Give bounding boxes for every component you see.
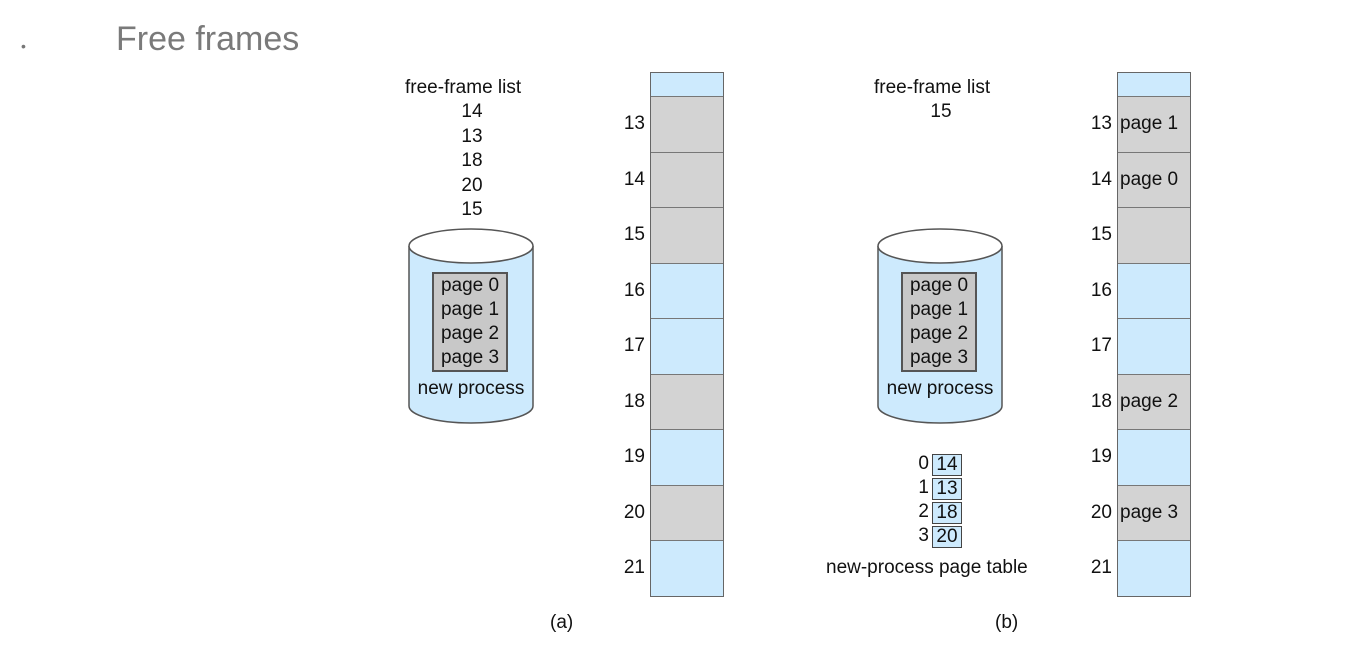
frame-number: 14 bbox=[623, 168, 645, 190]
new-process-disk: page 0 page 1 page 2 page 3 new process bbox=[877, 228, 1003, 424]
list-item: 15 bbox=[461, 199, 483, 220]
frame-number: 21 bbox=[623, 557, 645, 578]
frame-content: page 2 bbox=[1120, 390, 1179, 412]
frame-number: 19 bbox=[623, 446, 645, 467]
page-table-frame: 14 bbox=[932, 454, 962, 476]
list-item: 13 bbox=[461, 125, 483, 147]
list-item: page 2 bbox=[440, 323, 500, 344]
memory-frame: 13 page 1 bbox=[1091, 96, 1190, 152]
frame-number: 18 bbox=[1090, 390, 1112, 412]
page-table-label: new-process page table bbox=[826, 557, 1028, 578]
frame-number: 15 bbox=[623, 224, 645, 245]
list-item: page 3 bbox=[909, 347, 969, 368]
list-item: page 2 bbox=[909, 323, 969, 344]
memory-frame: 15 bbox=[1091, 207, 1190, 263]
memory-frame: 20 bbox=[624, 484, 723, 540]
frame-number: 13 bbox=[1090, 113, 1112, 134]
memory-frame: 20 page 3 bbox=[1091, 484, 1190, 540]
list-item: page 1 bbox=[909, 299, 969, 320]
list-item: page 3 bbox=[440, 347, 500, 368]
page-table-frame: 13 bbox=[932, 478, 962, 500]
memory-frame: 18 page 2 bbox=[1091, 373, 1190, 429]
memory-frame: 13 bbox=[624, 96, 723, 152]
frame-number: 13 bbox=[623, 113, 645, 134]
frame-number: 20 bbox=[1090, 501, 1112, 523]
memory-frame: 21 bbox=[1091, 540, 1190, 596]
frame-number: 14 bbox=[1090, 168, 1112, 190]
list-item: page 0 bbox=[909, 275, 969, 296]
slide-title: Free frames bbox=[116, 20, 300, 58]
frame-content: page 0 bbox=[1120, 168, 1179, 190]
list-item: page 0 bbox=[440, 275, 500, 296]
frame-number: 20 bbox=[623, 501, 645, 523]
list-item: page 1 bbox=[440, 299, 500, 320]
new-process-disk: page 0 page 1 page 2 page 3 new process bbox=[408, 228, 534, 424]
list-item: 18 bbox=[461, 150, 483, 171]
disk-pages: page 0 page 1 page 2 page 3 bbox=[901, 272, 977, 372]
frame-number: 21 bbox=[1090, 557, 1112, 578]
memory-frame: 18 bbox=[624, 373, 723, 429]
frame-number: 19 bbox=[1090, 446, 1112, 467]
memory-frame: 14 bbox=[624, 151, 723, 207]
memory-frame: 19 bbox=[1091, 429, 1190, 485]
frame-number: 18 bbox=[623, 390, 645, 412]
disk-label: new process bbox=[886, 378, 994, 399]
physical-memory: 13 page 1 14 page 0 15 16 17 18 page 2 19 20 page 3… bbox=[1091, 72, 1191, 597]
memory-frame: 16 bbox=[1091, 262, 1190, 318]
frame-number: 17 bbox=[623, 335, 645, 356]
page-table-index: 1 bbox=[918, 477, 929, 498]
frame-number: 17 bbox=[1090, 335, 1112, 356]
list-item: 15 bbox=[930, 101, 952, 122]
free-frame-list: 14 13 18 20 15 bbox=[437, 100, 507, 223]
frame-content: page 3 bbox=[1120, 501, 1179, 523]
free-frame-list: 15 bbox=[906, 100, 976, 125]
caption-b: (b) bbox=[995, 612, 1019, 633]
page-table-frame: 20 bbox=[932, 526, 962, 548]
memory-frame-top bbox=[1118, 73, 1190, 96]
page-table-index: 3 bbox=[918, 525, 929, 546]
memory-frame-top bbox=[651, 73, 723, 96]
memory-frame: 17 bbox=[1091, 318, 1190, 374]
disk-label: new process bbox=[417, 378, 525, 399]
disk-pages: page 0 page 1 page 2 page 3 bbox=[432, 272, 508, 372]
list-item: 14 bbox=[461, 101, 483, 122]
caption-a: (a) bbox=[550, 612, 574, 633]
memory-frame: 17 bbox=[624, 318, 723, 374]
free-frame-list-title: free-frame list bbox=[874, 77, 991, 98]
page-table-frame: 18 bbox=[932, 502, 962, 524]
page-table-index: 0 bbox=[918, 453, 929, 474]
memory-frame: 14 page 0 bbox=[1091, 151, 1190, 207]
memory-frame: 15 bbox=[624, 207, 723, 263]
page-table-index: 2 bbox=[918, 501, 929, 522]
list-item: 20 bbox=[461, 174, 483, 196]
memory-frame: 19 bbox=[624, 429, 723, 485]
frame-number: 15 bbox=[1090, 224, 1112, 245]
memory-frame: 21 bbox=[624, 540, 723, 596]
bullet-marker: • bbox=[21, 38, 26, 54]
frame-number: 16 bbox=[1090, 279, 1112, 301]
memory-frame: 16 bbox=[624, 262, 723, 318]
frame-number: 16 bbox=[623, 279, 645, 301]
free-frame-list-title: free-frame list bbox=[405, 77, 522, 98]
frame-content: page 1 bbox=[1120, 113, 1179, 134]
physical-memory: 13 14 15 16 17 18 19 20 21 bbox=[624, 72, 724, 597]
